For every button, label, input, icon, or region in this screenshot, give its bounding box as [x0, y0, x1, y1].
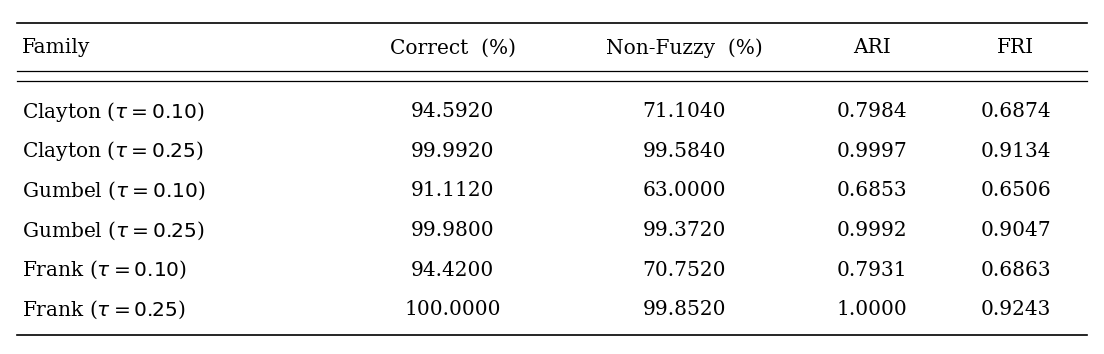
Text: 63.0000: 63.0000	[643, 181, 726, 200]
Text: 1.0000: 1.0000	[837, 300, 907, 319]
Text: Clayton ($\tau = 0.25$): Clayton ($\tau = 0.25$)	[22, 139, 203, 163]
Text: 99.5840: 99.5840	[643, 142, 726, 161]
Text: Gumbel ($\tau = 0.25$): Gumbel ($\tau = 0.25$)	[22, 219, 204, 242]
Text: 99.9920: 99.9920	[411, 142, 495, 161]
Text: ARI: ARI	[853, 38, 891, 57]
Text: Correct  (%): Correct (%)	[390, 38, 516, 57]
Text: FRI: FRI	[997, 38, 1034, 57]
Text: 0.9243: 0.9243	[980, 300, 1051, 319]
Text: 91.1120: 91.1120	[411, 181, 495, 200]
Text: Gumbel ($\tau = 0.10$): Gumbel ($\tau = 0.10$)	[22, 179, 205, 202]
Text: 99.8520: 99.8520	[643, 300, 726, 319]
Text: 0.9134: 0.9134	[980, 142, 1051, 161]
Text: Family: Family	[22, 38, 91, 57]
Text: Frank ($\tau = 0.25$): Frank ($\tau = 0.25$)	[22, 298, 185, 321]
Text: 94.4200: 94.4200	[411, 261, 495, 280]
Text: 0.9992: 0.9992	[837, 221, 907, 240]
Text: 0.9997: 0.9997	[837, 142, 907, 161]
Text: 70.7520: 70.7520	[643, 261, 726, 280]
Text: 94.5920: 94.5920	[411, 102, 495, 121]
Text: Clayton ($\tau = 0.10$): Clayton ($\tau = 0.10$)	[22, 99, 204, 124]
Text: 0.7931: 0.7931	[837, 261, 907, 280]
Text: 0.9047: 0.9047	[980, 221, 1051, 240]
Text: Non-Fuzzy  (%): Non-Fuzzy (%)	[606, 38, 763, 58]
Text: 0.6874: 0.6874	[980, 102, 1051, 121]
Text: 99.3720: 99.3720	[643, 221, 726, 240]
Text: 71.1040: 71.1040	[643, 102, 726, 121]
Text: Frank ($\tau = 0.10$): Frank ($\tau = 0.10$)	[22, 259, 187, 281]
Text: 0.6853: 0.6853	[837, 181, 907, 200]
Text: 0.7984: 0.7984	[837, 102, 907, 121]
Text: 0.6506: 0.6506	[980, 181, 1051, 200]
Text: 99.9800: 99.9800	[411, 221, 495, 240]
Text: 0.6863: 0.6863	[980, 261, 1051, 280]
Text: 100.0000: 100.0000	[404, 300, 501, 319]
